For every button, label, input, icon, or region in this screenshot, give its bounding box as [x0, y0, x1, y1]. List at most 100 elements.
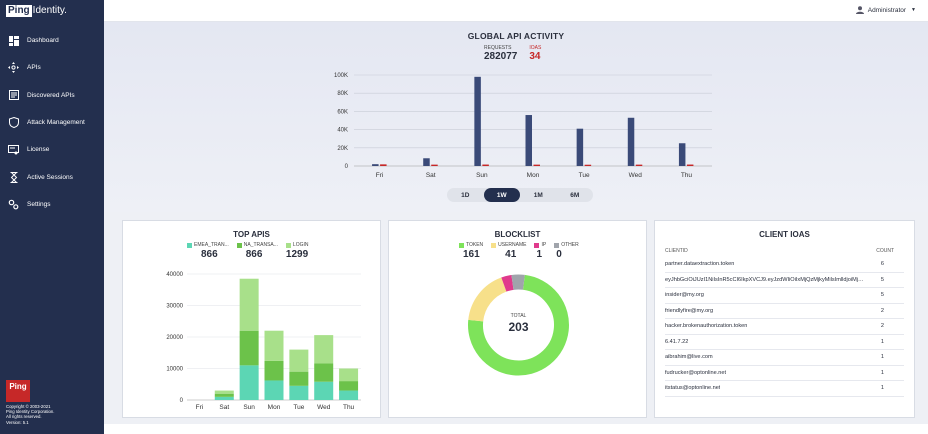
legend-label: EMEA_TRAN... — [194, 242, 229, 248]
table-row[interactable]: fudrucker@optonline.net 1 — [665, 366, 904, 381]
table-row[interactable]: eyJhbGciOiJUzI1NiIsInR5cCI6IkpXVCJ9.eyJz… — [665, 273, 904, 288]
table-row[interactable]: aibrahim@live.com 1 — [665, 350, 904, 366]
legend-value: 0 — [556, 249, 562, 260]
stacked-bar-segment — [339, 381, 359, 391]
client-ioas-title: CLIENT IOAS — [759, 230, 810, 239]
sidebar-item-apis[interactable]: APIs — [0, 54, 104, 81]
ioas-value: 34 — [529, 51, 541, 62]
legend-label: USERNAME — [498, 242, 527, 248]
sidebar-item-license[interactable]: License — [0, 136, 104, 163]
client-id-cell[interactable]: itstatus@optonline.net — [665, 385, 721, 392]
global-title: GLOBAL API ACTIVITY — [467, 31, 565, 41]
ioas-bar — [584, 164, 592, 166]
legend-item[interactable]: LOGIN 1299 — [285, 242, 309, 260]
range-1m-button[interactable]: 1M — [533, 191, 543, 199]
top-apis-legend: EMEA_TRAN... 866 NA_TRANSA... 866 LOGIN … — [187, 242, 316, 260]
x-tick-label: Sat — [426, 172, 436, 179]
requests-bar — [525, 115, 532, 166]
sidebar-item-settings[interactable]: Settings — [0, 191, 104, 218]
x-tick-label: Tue — [293, 404, 304, 411]
x-tick-label: Sat — [219, 404, 229, 411]
x-tick-label: Sun — [243, 404, 255, 411]
client-id-cell[interactable]: partner.dataextraction.token — [665, 261, 735, 268]
requests-bar — [372, 164, 379, 166]
x-tick-label: Fri — [376, 172, 384, 179]
legend-item[interactable]: USERNAME 41 — [491, 242, 526, 260]
stacked-bar-segment — [214, 396, 234, 400]
table-row[interactable]: friendlyfire@my.org 2 — [665, 304, 904, 319]
logo-bold: Ping — [6, 5, 32, 17]
y-tick-label: 10000 — [166, 367, 183, 373]
sidebar-item-attack-management[interactable]: Attack Management — [0, 109, 104, 136]
legend-item[interactable]: TOKEN 161 — [459, 242, 483, 260]
client-id-cell[interactable]: 6.41.7.22 — [665, 338, 689, 345]
range-1w-button[interactable]: 1W — [483, 188, 520, 202]
top-bar: Administrator ▼ — [104, 0, 928, 22]
x-tick-label: Fri — [196, 404, 204, 411]
table-row[interactable]: hacker.brokenauthorization.token 2 — [665, 319, 904, 335]
y-tick-label: 0 — [345, 164, 349, 170]
range-6m-button[interactable]: 6M — [570, 191, 580, 199]
sidebar-item-label: Settings — [27, 200, 51, 208]
user-icon — [855, 6, 864, 14]
sidebar-nav: Dashboard APIs Discovered APIs Attack Ma… — [0, 27, 104, 218]
copyright-line: Copyright © 2003-2021 — [6, 404, 51, 409]
license-icon — [8, 144, 19, 155]
ioas-stat: IOAS 34 — [529, 45, 541, 62]
client-id-cell[interactable]: fudrucker@optonline.net — [665, 369, 727, 376]
legend-value: 41 — [505, 249, 517, 260]
sidebar-item-dashboard[interactable]: Dashboard — [0, 27, 104, 54]
requests-bar — [678, 143, 686, 166]
requests-value: 282077 — [484, 51, 518, 62]
ioas-bar — [431, 164, 438, 166]
legend-item[interactable]: NA_TRANSA... 866 — [236, 242, 278, 260]
client-id-cell[interactable]: aibrahim@live.com — [665, 354, 713, 361]
donut-slice — [468, 277, 507, 322]
blocklist-card: BLOCKLIST TOKEN 161 USERNAME 41 IP 1 OTH… — [388, 220, 647, 418]
stacked-bar-segment — [264, 380, 284, 400]
table-row[interactable]: 6.41.7.22 1 — [665, 335, 904, 350]
ping-identity-logo[interactable]: Ping Identity. — [6, 4, 67, 18]
y-tick-label: 20K — [337, 146, 348, 152]
stacked-bar-segment — [339, 368, 359, 382]
legend-item[interactable]: IP 1 — [534, 242, 546, 260]
apis-icon — [8, 62, 19, 74]
user-menu[interactable]: Administrator ▼ — [855, 6, 916, 14]
donut-slice — [468, 274, 569, 376]
top-apis-title: TOP APIS — [233, 230, 270, 239]
legend-value: 1299 — [285, 249, 309, 260]
client-id-cell[interactable]: hacker.brokenauthorization.token — [665, 323, 748, 330]
stacked-bar-segment — [289, 349, 309, 372]
legend-item[interactable]: EMEA_TRAN... 866 — [187, 242, 229, 260]
donut-hole — [483, 290, 554, 360]
x-tick-label: Wed — [317, 404, 331, 411]
sidebar-item-label: APIs — [27, 64, 41, 72]
sidebar-item-active-sessions[interactable]: Active Sessions — [0, 163, 104, 190]
blocklist-title: BLOCKLIST — [494, 230, 541, 239]
document-icon — [8, 90, 19, 101]
client-id-cell[interactable]: insider@my.org — [665, 292, 704, 299]
sidebar-item-discovered-apis[interactable]: Discovered APIs — [0, 82, 104, 109]
legend-swatch — [459, 242, 464, 248]
legend-swatch — [187, 242, 192, 248]
donut-total-value: 203 — [508, 320, 529, 334]
legend-item[interactable]: OTHER 0 — [554, 242, 579, 260]
top-apis-card: TOP APIS EMEA_TRAN... 866 NA_TRANSA... 8… — [122, 220, 381, 418]
col-client-id[interactable]: CLIENTID — [665, 248, 688, 254]
table-row[interactable]: partner.dataextraction.token 6 — [665, 257, 904, 273]
global-api-activity: GLOBAL API ACTIVITY REQUESTS 282077 IOAS… — [104, 22, 928, 212]
client-id-cell[interactable]: friendlyfire@my.org — [665, 307, 714, 314]
sidebar-item-label: License — [27, 146, 50, 154]
col-count[interactable]: COUNT — [876, 248, 894, 254]
x-tick-label: Wed — [629, 172, 643, 179]
legend-value: 866 — [245, 249, 263, 260]
table-row[interactable]: itstatus@optonline.net 1 — [665, 381, 904, 397]
stacked-bar-segment — [264, 360, 284, 381]
copyright-text: Copyright © 2003-2021 Ping Identity Corp… — [6, 404, 55, 425]
count-cell: 2 — [880, 307, 884, 314]
stacked-bar-segment — [289, 385, 309, 400]
client-id-cell[interactable]: eyJhbGciOiJUzI1NiIsInR5cCI6IkpXVCJ9.eyJz… — [665, 276, 865, 283]
table-row[interactable]: insider@my.org 5 — [665, 288, 904, 304]
stacked-bar-segment — [239, 365, 259, 400]
range-1d-button[interactable]: 1D — [461, 191, 470, 199]
